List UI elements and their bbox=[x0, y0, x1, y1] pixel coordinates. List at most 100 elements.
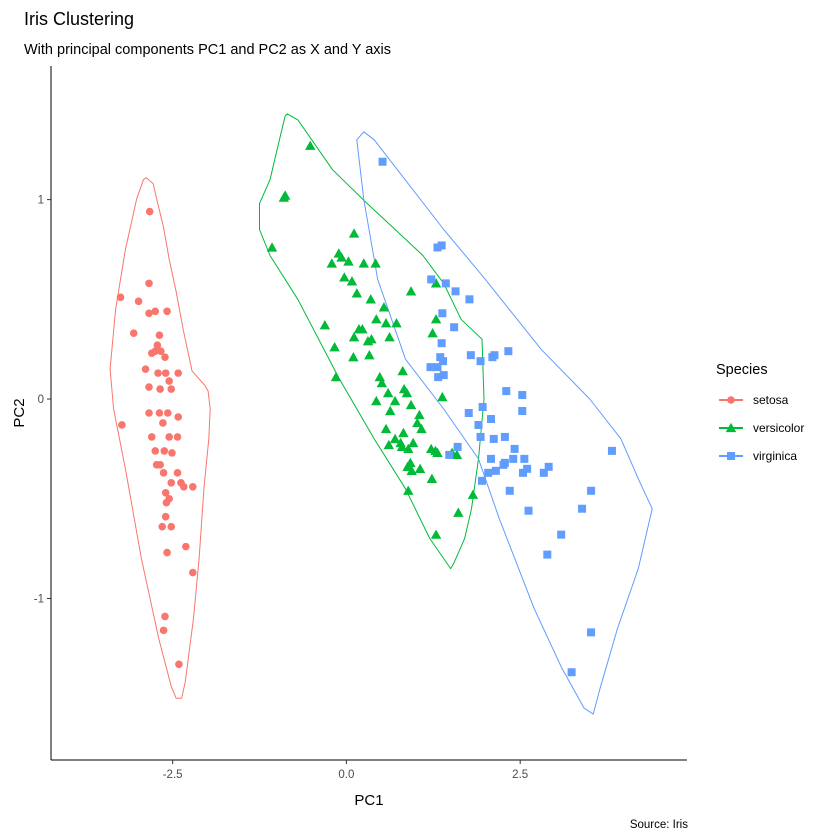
setosa-point bbox=[161, 369, 170, 377]
setosa-point bbox=[182, 542, 190, 551]
virginica-point bbox=[502, 387, 511, 396]
setosa-point bbox=[159, 469, 168, 477]
virginica-point bbox=[543, 550, 552, 559]
versicolor-point bbox=[371, 395, 382, 406]
setosa-hull bbox=[109, 177, 211, 699]
virginica-point bbox=[544, 462, 553, 471]
versicolor-point bbox=[467, 489, 479, 499]
versicolor-point bbox=[427, 328, 438, 338]
versicolor-point bbox=[371, 314, 382, 324]
x-tick-label: 2.5 bbox=[512, 769, 528, 781]
versicolor-point bbox=[426, 473, 438, 483]
setosa-point bbox=[145, 409, 153, 417]
data-points bbox=[116, 140, 616, 677]
virginica-point bbox=[567, 668, 576, 677]
legend-key-marker-versicolor bbox=[725, 422, 737, 433]
x-tick-label: -2.5 bbox=[163, 769, 183, 781]
chart-caption: Source: Iris bbox=[630, 819, 688, 831]
versicolor-point bbox=[374, 371, 385, 382]
versicolor-point bbox=[430, 278, 442, 288]
versicolor-point bbox=[430, 314, 442, 324]
versicolor-point bbox=[405, 399, 417, 410]
versicolor-point bbox=[336, 252, 347, 262]
versicolor-point bbox=[406, 465, 417, 475]
y-axis-ticks: 1 0 -1 bbox=[34, 195, 51, 605]
chart-title: Iris Clustering bbox=[24, 9, 134, 29]
setosa-point bbox=[151, 307, 160, 316]
setosa-point bbox=[159, 626, 168, 635]
versicolor-point bbox=[385, 405, 396, 416]
virginica-point bbox=[427, 275, 436, 284]
legend-label-versicolor: versicolor bbox=[753, 421, 804, 435]
versicolor-point bbox=[398, 427, 409, 438]
virginica-point bbox=[607, 446, 616, 455]
x-axis-title: PC1 bbox=[354, 792, 383, 809]
y-tick-label: -1 bbox=[34, 593, 44, 605]
virginica-point bbox=[474, 420, 483, 429]
setosa-point bbox=[174, 413, 182, 421]
virginica-point bbox=[504, 347, 513, 356]
virginica-point bbox=[433, 243, 442, 252]
versicolor-point bbox=[358, 258, 369, 268]
virginica-point bbox=[557, 530, 566, 539]
cluster-hulls bbox=[109, 113, 653, 715]
setosa-point bbox=[165, 433, 173, 441]
versicolor-point bbox=[346, 276, 358, 286]
setosa-point bbox=[161, 353, 169, 361]
x-tick-label: 0.0 bbox=[338, 769, 354, 781]
versicolor-point bbox=[414, 409, 425, 420]
virginica-point bbox=[426, 363, 435, 372]
virginica-point bbox=[451, 287, 460, 296]
setosa-point bbox=[118, 421, 126, 429]
virginica-point bbox=[539, 468, 548, 477]
versicolor-point bbox=[380, 423, 392, 434]
versicolor-hull bbox=[259, 113, 485, 570]
setosa-point bbox=[151, 347, 160, 355]
setosa-point bbox=[173, 433, 182, 441]
y-tick-label: 0 bbox=[38, 394, 44, 406]
versicolor-point bbox=[416, 423, 427, 434]
setosa-point bbox=[161, 488, 170, 497]
setosa-point bbox=[167, 385, 176, 393]
virginica-point bbox=[439, 357, 448, 366]
versicolor-point bbox=[389, 433, 401, 444]
virginica-point bbox=[477, 476, 486, 485]
versicolor-point bbox=[362, 336, 374, 346]
virginica-point bbox=[486, 454, 495, 463]
versicolor-point bbox=[403, 485, 414, 495]
setosa-point bbox=[134, 297, 143, 306]
setosa-point bbox=[165, 377, 173, 385]
versicolor-point bbox=[414, 463, 426, 473]
setosa-point bbox=[188, 568, 197, 577]
versicolor-point bbox=[266, 242, 278, 252]
versicolor-point bbox=[348, 351, 359, 362]
versicolor-point bbox=[378, 302, 390, 312]
versicolor-point bbox=[382, 387, 394, 398]
versicolor-point bbox=[430, 529, 442, 539]
versicolor-point bbox=[370, 258, 381, 268]
setosa-point bbox=[159, 419, 167, 427]
virginica-point bbox=[500, 432, 509, 441]
virginica-point bbox=[518, 468, 527, 477]
setosa-point bbox=[145, 309, 153, 318]
setosa-point bbox=[153, 341, 162, 349]
virginica-point bbox=[445, 450, 454, 459]
setosa-point bbox=[156, 385, 164, 393]
setosa-point bbox=[151, 447, 160, 455]
setosa-point bbox=[155, 409, 164, 417]
setosa-point bbox=[160, 447, 169, 455]
versicolor-point bbox=[380, 318, 392, 328]
chart-subtitle: With principal components PC1 and PC2 as… bbox=[24, 42, 391, 58]
versicolor-point bbox=[432, 447, 443, 458]
versicolor-point bbox=[319, 320, 331, 330]
virginica-point bbox=[520, 454, 529, 463]
virginica-point bbox=[489, 434, 498, 443]
versicolor-point bbox=[397, 365, 408, 376]
virginica-point bbox=[438, 309, 447, 318]
versicolor-point bbox=[401, 387, 413, 398]
versicolor-point bbox=[343, 256, 354, 266]
setosa-point bbox=[188, 482, 197, 491]
virginica-point bbox=[466, 351, 475, 360]
virginica-point bbox=[478, 403, 487, 412]
virginica-point bbox=[587, 486, 596, 495]
